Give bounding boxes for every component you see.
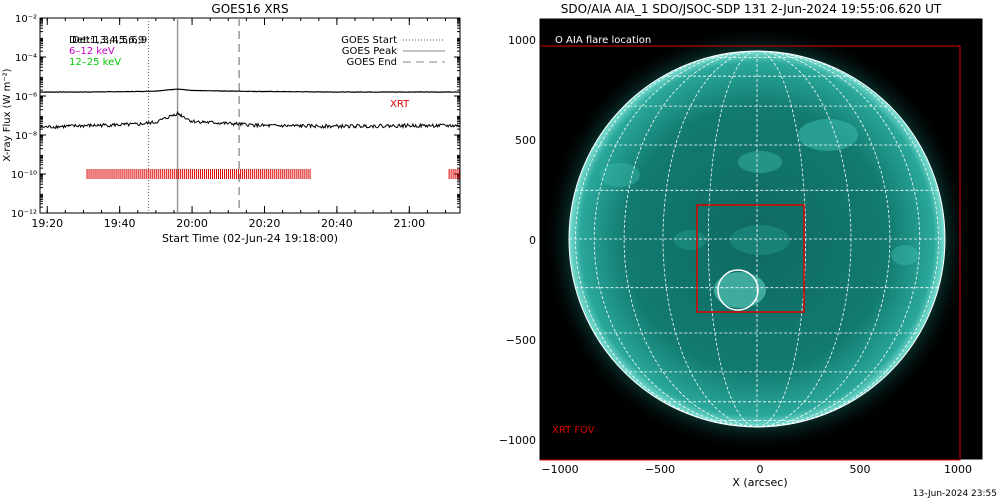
goes-event-markers	[148, 18, 240, 213]
flare-location-marker	[717, 269, 759, 311]
legend-goes-end: GOES End	[347, 57, 397, 68]
goes-y-tick-label: 10⁻¹⁰	[11, 170, 37, 181]
aia-y-tick: 1000	[508, 34, 536, 47]
flare-location-label: O AIA flare location	[555, 35, 651, 46]
aia-frame	[539, 18, 983, 460]
legend-goes-start: GOES Start	[341, 35, 397, 46]
active-regions	[600, 119, 919, 308]
goes-y-tick-label: 10⁻⁶	[15, 92, 37, 103]
goes-series	[40, 88, 460, 130]
goes-x-axis: 19:20 19:40 20:00 20:20 20:40 21:00	[31, 18, 447, 230]
aia-y-tick: 500	[515, 134, 536, 147]
solar-limb	[568, 50, 946, 428]
goes-x-tick-label: 20:40	[321, 217, 353, 230]
aia-y-tick: −1000	[499, 434, 536, 447]
goes-y-axis: 10⁻¹² 10⁻¹⁰ 10⁻⁸ 10⁻⁶ 10⁻⁴ 10⁻²	[11, 14, 460, 220]
legend-goes-peak: GOES Peak	[342, 46, 397, 57]
longitude-line	[623, 51, 758, 427]
longitude-line	[756, 51, 921, 427]
aia-title: SDO/AIA AIA_1 SDO/JSOC-SDP 131 2-Jun-202…	[561, 2, 942, 16]
longitude-line	[756, 51, 891, 427]
goes-x-tick-label: 20:20	[249, 217, 281, 230]
goes-series-line	[40, 110, 460, 130]
xrt-target-box	[696, 204, 805, 313]
longitude-line	[662, 51, 758, 427]
goes-x-tick-label: 21:00	[393, 217, 425, 230]
goes-x-tick-label: 19:20	[31, 217, 63, 230]
longitude-line	[574, 51, 758, 427]
aia-x-tick: 0	[757, 463, 764, 476]
legend-detectors-overlap: Det:1,3,4,5,6,9	[72, 35, 147, 46]
aia-y-tick: 0	[529, 234, 536, 247]
goes-y-tick-label: 10⁻⁸	[15, 131, 37, 142]
aia-x-axis-label: X (arcsec)	[732, 476, 787, 489]
xrt-coverage-ticks	[86, 169, 460, 179]
xrt-fov-label: XRT FOV	[552, 425, 595, 436]
longitude-line	[756, 51, 852, 427]
aia-x-tick: −1000	[541, 463, 578, 476]
longitude-line	[593, 51, 758, 427]
goes-series-line	[40, 88, 460, 93]
aia-x-tick: 1000	[944, 463, 972, 476]
goes-x-tick-label: 19:40	[104, 217, 136, 230]
aia-y-axis: 1000 500 0 −500 −1000	[499, 34, 536, 447]
goes-y-tick-label: 10⁻⁴	[15, 53, 37, 64]
goes-title: GOES16 XRS	[211, 2, 288, 16]
aia-x-axis: −1000 −500 0 500 1000 X (arcsec)	[541, 463, 972, 489]
goes-panel: GOES16 XRS 10⁻¹² 10⁻¹⁰ 10⁻⁸ 10⁻⁶ 10⁻⁴ 10⁻² 19…	[2, 2, 461, 245]
goes-x-axis-label: Start Time (02-Jun-24 19:18:00)	[162, 232, 338, 245]
aia-x-tick: −500	[645, 463, 675, 476]
legend-6-12-kev: 6–12 keV	[69, 46, 115, 57]
goes-y-axis-label: X-ray Flux (W m⁻²)	[2, 68, 13, 161]
legend-12-25-kev: 12–25 keV	[69, 57, 121, 68]
longitude-line	[707, 51, 758, 427]
legend-detectors: Det:1,3,4,5,6,9	[69, 35, 144, 46]
footer-timestamp: 13-Jun-2024 23:55	[913, 489, 997, 499]
longitude-line	[756, 51, 940, 427]
goes-x-tick-label: 20:00	[176, 217, 208, 230]
longitude-line	[756, 51, 807, 427]
xrt-label: XRT	[390, 99, 410, 110]
goes-y-tick-label: 10⁻²	[15, 14, 37, 25]
aia-panel: SDO/AIA AIA_1 SDO/JSOC-SDP 131 2-Jun-202…	[499, 2, 983, 489]
goes-y-tick-label: 10⁻¹²	[11, 209, 37, 220]
goes-plot-frame	[39, 17, 461, 214]
aia-x-tick: 500	[850, 463, 871, 476]
aia-y-tick: −500	[506, 334, 536, 347]
